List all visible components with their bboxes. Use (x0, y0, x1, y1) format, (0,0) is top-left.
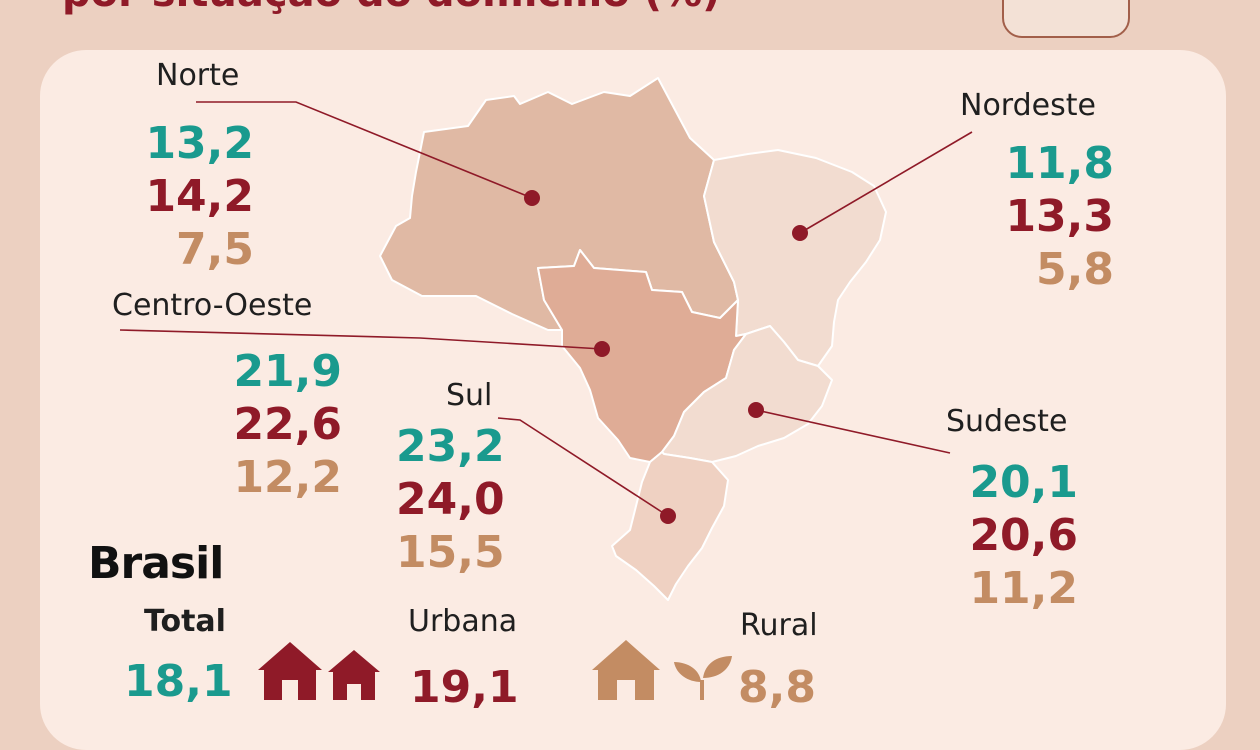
region-marker-nordeste (792, 225, 808, 241)
decorative-badge (1002, 0, 1130, 38)
region-marker-sul (660, 508, 676, 524)
region-name-sul: Sul (446, 378, 493, 413)
value-total: 23,2 (396, 421, 505, 472)
urbana-value: 19,1 (410, 662, 519, 713)
value-total: 20,1 (969, 457, 1078, 508)
value-rural: 11,2 (969, 563, 1078, 614)
region-values-nordeste: 11,8 13,3 5,8 (990, 137, 1114, 296)
leader-line-sul (497, 417, 669, 517)
region-values-sul: 23,2 24,0 15,5 (396, 420, 526, 579)
region-values-centro-oeste: 21,9 22,6 12,2 (218, 345, 342, 504)
region-marker-centro-oeste (594, 341, 610, 357)
region-sul-shape (611, 451, 729, 601)
value-rural: 12,2 (233, 452, 342, 503)
value-total: 21,9 (233, 346, 342, 397)
region-values-norte: 13,2 14,2 7,5 (140, 117, 254, 276)
region-marker-sudeste (748, 402, 764, 418)
region-marker-norte (524, 190, 540, 206)
rural-label: Rural (740, 608, 818, 643)
value-total: 13,2 (145, 118, 254, 169)
total-label: Total (144, 604, 226, 639)
two-houses-icon (258, 642, 380, 700)
region-name-sudeste: Sudeste (946, 404, 1068, 439)
leader-line-centro-oeste (119, 329, 603, 350)
value-rural: 15,5 (396, 527, 505, 578)
value-urbana: 13,3 (1005, 191, 1114, 242)
leader-line-sudeste (755, 409, 951, 454)
leader-line-norte (196, 101, 533, 199)
value-urbana: 14,2 (145, 171, 254, 222)
map-title: por situação do domicílio (%) (62, 0, 720, 16)
leader-line-nordeste (799, 131, 973, 234)
house-and-plant-icon (592, 640, 732, 700)
brazil-map (379, 77, 887, 601)
total-value: 18,1 (124, 656, 233, 707)
value-rural: 7,5 (176, 224, 254, 275)
brasil-heading: Brasil (88, 538, 224, 589)
region-name-nordeste: Nordeste (960, 88, 1096, 123)
leader-lines (119, 101, 973, 524)
value-urbana: 24,0 (396, 474, 505, 525)
urbana-label: Urbana (408, 604, 518, 639)
region-name-centro-oeste: Centro-Oeste (112, 288, 313, 323)
region-name-norte: Norte (156, 58, 240, 93)
value-urbana: 22,6 (233, 399, 342, 450)
value-urbana: 20,6 (969, 510, 1078, 561)
value-total: 11,8 (1005, 138, 1114, 189)
rural-value: 8,8 (738, 662, 816, 713)
region-values-sudeste: 20,1 20,6 11,2 (952, 456, 1078, 615)
region-sudeste-shape (661, 325, 833, 463)
region-nordeste-shape (703, 149, 887, 367)
value-rural: 5,8 (1036, 244, 1114, 295)
